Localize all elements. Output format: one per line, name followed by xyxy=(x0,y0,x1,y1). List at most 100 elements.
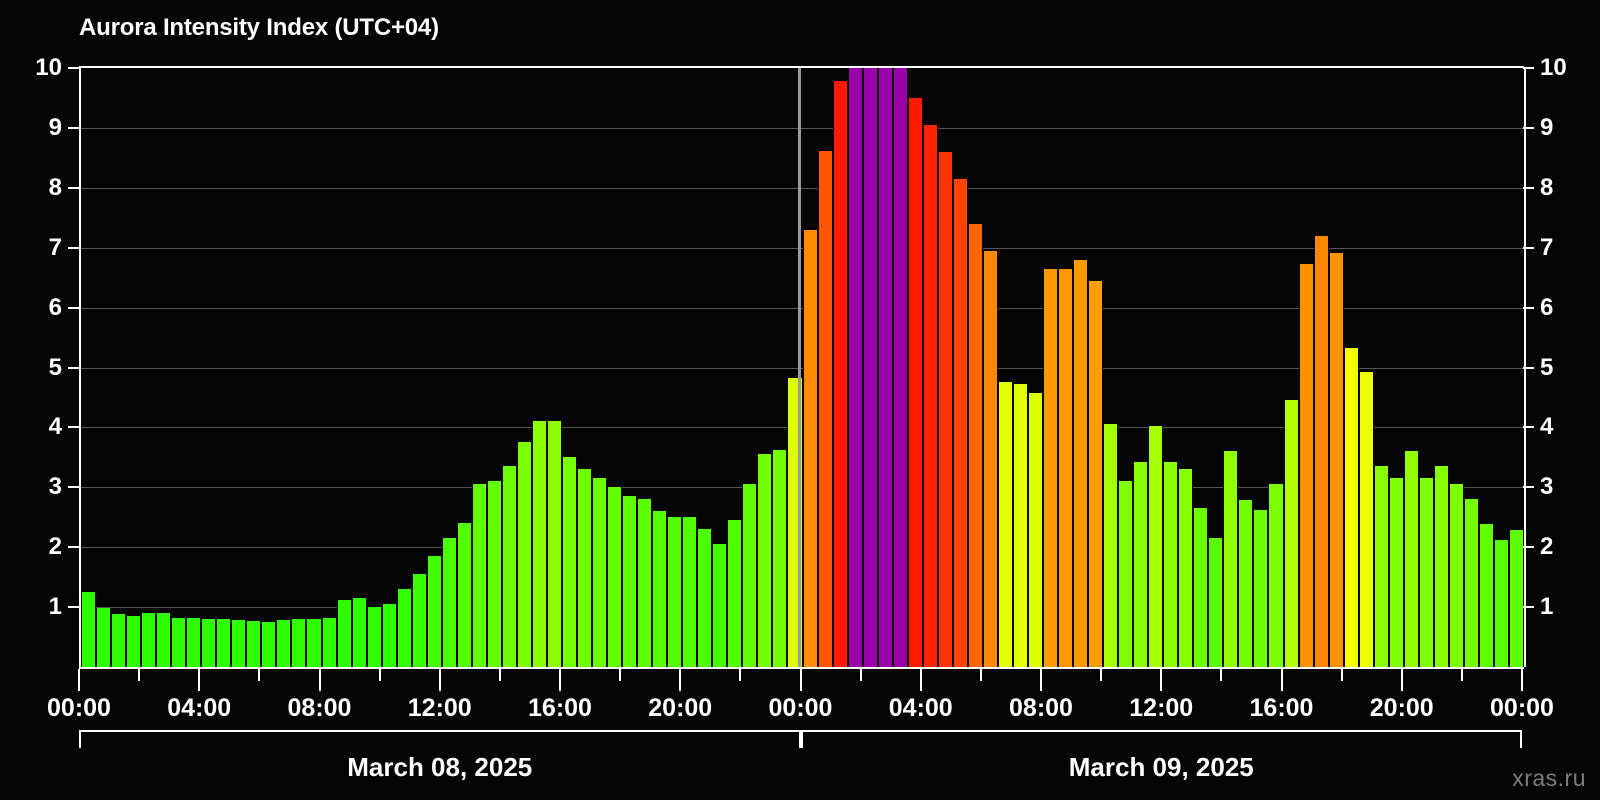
bar xyxy=(96,608,112,667)
x-tick-major xyxy=(1040,669,1042,691)
bar xyxy=(516,442,532,667)
bar xyxy=(1403,451,1419,667)
bar xyxy=(967,223,983,667)
x-tick-major xyxy=(559,669,561,691)
y-tick-mark-right xyxy=(1523,306,1534,309)
bar xyxy=(727,520,743,667)
x-tick-major xyxy=(78,669,80,691)
y-tick-mark-left xyxy=(68,126,79,129)
plot-top-border xyxy=(79,66,1524,68)
bar xyxy=(546,421,562,667)
bar xyxy=(1418,478,1434,667)
bar xyxy=(907,97,923,667)
bar xyxy=(456,523,472,667)
y-tick-label-right: 7 xyxy=(1540,233,1554,261)
x-tick-minor xyxy=(258,669,261,681)
bar xyxy=(772,450,788,667)
bar xyxy=(156,613,172,667)
y-tick-label-right: 9 xyxy=(1540,113,1554,141)
bar xyxy=(1178,469,1194,667)
bar xyxy=(1253,510,1269,667)
x-tick-label: 12:00 xyxy=(1129,694,1194,722)
watermark: xras.ru xyxy=(1512,765,1586,791)
bar xyxy=(1283,400,1299,667)
day-label: March 09, 2025 xyxy=(1068,752,1254,782)
bar xyxy=(1148,425,1164,667)
bar xyxy=(1328,252,1344,667)
y-tick-mark-right xyxy=(1523,366,1534,369)
bar xyxy=(1463,499,1479,667)
y-tick-label-left: 5 xyxy=(48,353,62,381)
bar xyxy=(1027,392,1043,667)
bar xyxy=(802,229,818,667)
day-label: March 08, 2025 xyxy=(347,752,533,782)
y-tick-mark-right xyxy=(1523,546,1534,549)
bar xyxy=(171,617,187,667)
bar xyxy=(1373,466,1389,667)
y-tick-mark-right xyxy=(1523,126,1534,129)
x-tick-label: 00:00 xyxy=(768,694,833,722)
bar xyxy=(426,556,442,667)
bar xyxy=(141,613,157,667)
bar xyxy=(441,538,457,667)
bar xyxy=(246,621,262,667)
bar xyxy=(1268,484,1284,667)
x-tick-label: 08:00 xyxy=(287,694,352,722)
x-tick-minor xyxy=(619,669,622,681)
bar xyxy=(1508,530,1524,667)
bar xyxy=(261,622,277,667)
bar xyxy=(667,517,683,667)
y-tick-mark-right xyxy=(1523,186,1534,189)
bar xyxy=(952,178,968,667)
y-tick-mark-right xyxy=(1523,246,1534,249)
x-tick-major xyxy=(1280,669,1283,691)
bar xyxy=(291,619,307,667)
bar xyxy=(81,592,97,667)
bar xyxy=(1433,466,1449,667)
day-divider-line xyxy=(798,68,801,667)
y-tick-label-right: 4 xyxy=(1540,413,1554,441)
bar xyxy=(1358,372,1374,667)
y-tick-mark-right xyxy=(1523,67,1534,69)
y-tick-label-left: 9 xyxy=(48,113,62,141)
bar xyxy=(1073,259,1089,667)
bar xyxy=(1088,280,1104,667)
x-tick-major xyxy=(438,669,441,691)
bar xyxy=(231,620,247,667)
y-tick-label-right: 8 xyxy=(1540,173,1554,201)
bar xyxy=(637,499,653,667)
day-bracket xyxy=(79,730,801,748)
y-tick-mark-right xyxy=(1523,486,1534,489)
bar xyxy=(937,151,953,667)
y-tick-label-right: 5 xyxy=(1540,353,1554,381)
bar xyxy=(847,68,863,667)
bar xyxy=(817,150,833,667)
x-tick-major xyxy=(1521,669,1523,691)
x-tick-minor xyxy=(739,669,742,681)
bar xyxy=(832,81,848,667)
day-bracket xyxy=(800,730,1522,748)
bar xyxy=(1388,478,1404,667)
bar xyxy=(607,487,623,667)
y-tick-mark-right xyxy=(1523,426,1534,429)
bar xyxy=(982,250,998,667)
x-tick-label: 04:00 xyxy=(167,694,232,722)
bar xyxy=(1223,451,1239,667)
y-tick-label-right: 10 xyxy=(1540,54,1567,81)
chart-title: Aurora Intensity Index (UTC+04) xyxy=(79,14,439,41)
bar xyxy=(471,484,487,667)
x-tick-minor xyxy=(378,669,381,681)
bar xyxy=(1208,538,1224,667)
x-tick-minor xyxy=(138,669,141,681)
bar xyxy=(1493,540,1509,667)
bar xyxy=(186,617,202,667)
bar xyxy=(652,511,668,667)
bar xyxy=(877,68,893,667)
x-tick-major xyxy=(799,669,802,691)
x-tick-minor xyxy=(1220,669,1223,681)
plot-area xyxy=(79,68,1526,667)
bar xyxy=(577,469,593,667)
y-tick-mark-left xyxy=(68,67,79,69)
x-tick-label: 12:00 xyxy=(407,694,472,722)
bar xyxy=(366,607,382,667)
